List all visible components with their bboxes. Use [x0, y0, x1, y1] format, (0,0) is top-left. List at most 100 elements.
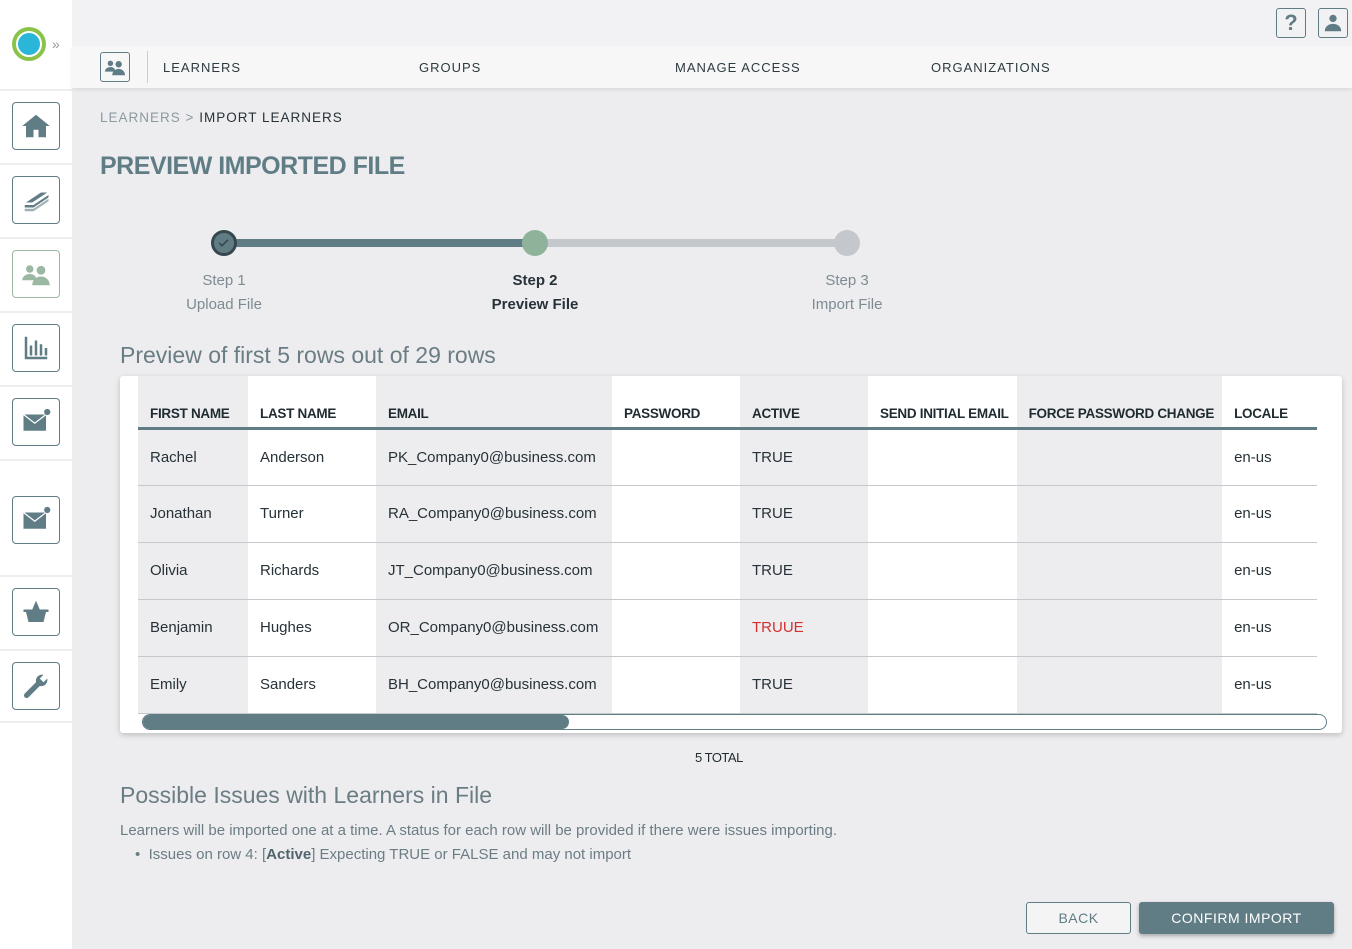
table-cell: TRUUE [740, 599, 868, 657]
globe-logo[interactable] [12, 27, 46, 61]
help-icon: ? [1284, 10, 1298, 35]
table-cell: en-us [1222, 542, 1318, 600]
table-cell: RA_Company0@business.com [376, 485, 612, 543]
sidebar-item-home[interactable] [0, 89, 72, 161]
bar-chart-icon [24, 336, 48, 360]
table-cell [612, 542, 740, 600]
column-header: LAST NAME [248, 376, 376, 430]
table-cell: Hughes [248, 599, 376, 657]
users-icon [22, 265, 50, 286]
table-cell [1016, 485, 1223, 543]
table-cell: OR_Company0@business.com [376, 599, 612, 657]
mail-icon [23, 506, 51, 529]
scrollbar-thumb[interactable] [143, 715, 569, 729]
table-cell: Jonathan [138, 485, 248, 543]
basket-icon [23, 600, 49, 622]
breadcrumb: LEARNERS > IMPORT LEARNERS [100, 110, 343, 125]
table-row: Jonathan Turner RA_Company0@business.com TR… [138, 485, 1318, 543]
step-2-label: Step 2 Preview File [491, 272, 579, 313]
table-cell: Anderson [248, 428, 376, 486]
table-cell [868, 428, 1017, 486]
table-cell: TRUE [740, 542, 868, 600]
users-icon [104, 60, 126, 76]
sidebar-item-courses[interactable] [0, 163, 72, 235]
table-cell [1016, 542, 1223, 600]
column-header: SEND INITIAL EMAIL [868, 376, 1017, 430]
step-track-pending [535, 239, 847, 247]
table-cell: Rachel [138, 428, 248, 486]
preview-table: FIRST NAME LAST NAME EMAIL PASSWORD ACTIVE SE… [138, 376, 1318, 714]
issues-title: Possible Issues with Learners in File [120, 782, 492, 808]
table-cell: en-us [1222, 485, 1318, 543]
table-row: Emily Sanders BH_Company0@business.com TRUE… [138, 656, 1318, 714]
column-header: LOCALE [1222, 376, 1318, 430]
table-cell [1016, 599, 1223, 657]
table-cell [868, 485, 1017, 543]
column-header: EMAIL [376, 376, 612, 430]
step-track-complete [224, 239, 535, 247]
horizontal-scrollbar[interactable] [142, 714, 1327, 730]
back-button[interactable]: BACK [1026, 902, 1131, 934]
issues-description: Learners will be imported one at a time.… [120, 822, 838, 839]
breadcrumb-current: IMPORT LEARNERS [199, 110, 343, 125]
column-header: FORCE PASSWORD CHANGE [1016, 376, 1223, 430]
table-cell: TRUE [740, 428, 868, 486]
users-nav-icon[interactable] [100, 52, 130, 82]
sidebar-item-store[interactable] [0, 575, 72, 647]
table-row: Rachel Anderson PK_Company0@business.com TR… [138, 428, 1318, 486]
wrench-icon [23, 674, 48, 699]
books-icon [24, 192, 49, 212]
table-cell [612, 485, 740, 543]
column-header: FIRST NAME [138, 376, 248, 430]
table-cell: en-us [1222, 599, 1318, 657]
table-row: Benjamin Hughes OR_Company0@business.com TR… [138, 599, 1318, 657]
nav-groups[interactable]: GROUPS [419, 60, 482, 75]
issue-item: • Issues on row 4: [Active] Expecting TR… [135, 846, 632, 863]
top-bar: ? [72, 0, 1352, 46]
sidebar-item-learners[interactable] [0, 237, 72, 309]
home-icon [22, 114, 50, 138]
sidebar: » [0, 0, 72, 949]
sidebar-item-notifications[interactable] [0, 459, 72, 559]
step-3-dot [834, 230, 860, 256]
table-cell: TRUE [740, 485, 868, 543]
nav-divider [147, 51, 148, 83]
table-cell: Benjamin [138, 599, 248, 657]
nav-organizations[interactable]: ORGANIZATIONS [931, 60, 1051, 75]
table-cell: Olivia [138, 542, 248, 600]
table-cell: en-us [1222, 428, 1318, 486]
confirm-import-button[interactable]: CONFIRM IMPORT [1139, 902, 1334, 934]
help-button[interactable]: ? [1276, 8, 1306, 38]
nav-manage-access[interactable]: MANAGE ACCESS [675, 60, 801, 75]
page-title: PREVIEW IMPORTED FILE [100, 152, 405, 180]
expand-sidebar-icon[interactable]: » [52, 36, 60, 52]
breadcrumb-separator: > [185, 110, 195, 125]
table-cell: Turner [248, 485, 376, 543]
main-nav: LEARNERS GROUPS MANAGE ACCESS ORGANIZATI… [72, 46, 1352, 88]
total-count: 5 TOTAL [695, 750, 743, 765]
table-cell [612, 428, 740, 486]
sidebar-item-settings[interactable] [0, 649, 72, 723]
table-cell [868, 656, 1017, 714]
profile-button[interactable] [1318, 8, 1348, 38]
table-cell [612, 599, 740, 657]
preview-table-card: FIRST NAME LAST NAME EMAIL PASSWORD ACTIVE SE… [120, 376, 1342, 733]
table-cell: JT_Company0@business.com [376, 542, 612, 600]
breadcrumb-learners[interactable]: LEARNERS [100, 110, 181, 125]
step-2-dot [522, 230, 548, 256]
step-3-label: Step 3 Import File [811, 272, 883, 313]
table-cell: TRUE [740, 656, 868, 714]
table-cell [868, 542, 1017, 600]
user-icon [1324, 14, 1342, 32]
column-header: ACTIVE [740, 376, 868, 430]
nav-learners[interactable]: LEARNERS [163, 60, 242, 75]
table-cell: Sanders [248, 656, 376, 714]
preview-title: Preview of first 5 rows out of 29 rows [120, 342, 496, 368]
sidebar-item-messages[interactable] [0, 385, 72, 457]
table-cell [868, 599, 1017, 657]
table-cell: en-us [1222, 656, 1318, 714]
table-cell [1016, 428, 1223, 486]
column-header: PASSWORD [612, 376, 740, 430]
step-1-label: Step 1 Upload File [186, 272, 262, 313]
sidebar-item-reports[interactable] [0, 311, 72, 383]
